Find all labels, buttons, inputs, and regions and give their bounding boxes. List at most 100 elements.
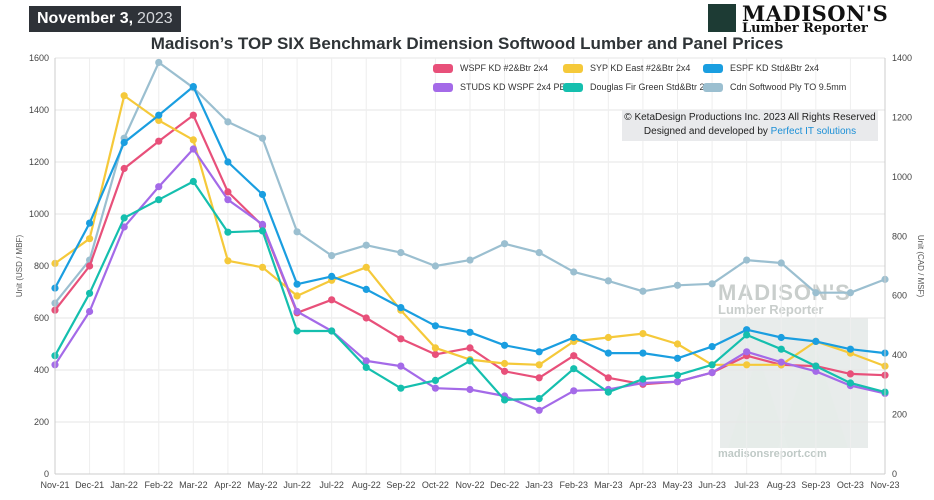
data-point-studs-kd-wspf-2x4-pet bbox=[224, 196, 232, 204]
data-point-douglas-fir-green-std-btr-2x4 bbox=[535, 395, 543, 403]
date-year: 2023 bbox=[137, 10, 173, 27]
data-point-espf-kd-std-btr-2x4 bbox=[466, 328, 474, 336]
data-point-syp-kd-east-2-btr-2x4 bbox=[155, 116, 163, 124]
data-point-cdn-softwood-ply-to-9-5mm bbox=[397, 249, 405, 257]
y-tick-right: 200 bbox=[892, 410, 907, 420]
data-point-cdn-softwood-ply-to-9-5mm bbox=[604, 277, 612, 285]
x-tick-label: Dec-21 bbox=[75, 480, 104, 490]
data-point-cdn-softwood-ply-to-9-5mm bbox=[535, 249, 543, 257]
credit-box: © KetaDesign Productions Inc. 2023 All R… bbox=[622, 110, 878, 141]
data-point-cdn-softwood-ply-to-9-5mm bbox=[812, 289, 820, 297]
legend-swatch bbox=[703, 63, 723, 73]
data-point-studs-kd-wspf-2x4-pet bbox=[431, 384, 440, 392]
y-tick-left: 1000 bbox=[29, 209, 49, 219]
data-point-douglas-fir-green-std-btr-2x4 bbox=[85, 289, 94, 297]
data-point-syp-kd-east-2-btr-2x4 bbox=[258, 263, 267, 271]
data-point-cdn-softwood-ply-to-9-5mm bbox=[258, 134, 267, 142]
y-tick-left: 0 bbox=[44, 469, 49, 479]
data-point-cdn-softwood-ply-to-9-5mm bbox=[639, 287, 647, 295]
legend-item[interactable]: Douglas Fir Green Std&Btr 2x4 bbox=[563, 82, 714, 92]
data-point-syp-kd-east-2-btr-2x4 bbox=[120, 92, 128, 100]
x-tick-label: Apr-22 bbox=[214, 480, 241, 490]
x-tick-label: May-23 bbox=[662, 480, 692, 490]
credit-line-1: © KetaDesign Productions Inc. 2023 All R… bbox=[624, 112, 876, 123]
data-point-espf-kd-std-btr-2x4 bbox=[846, 345, 855, 353]
data-point-studs-kd-wspf-2x4-pet bbox=[708, 369, 716, 377]
data-point-studs-kd-wspf-2x4-pet bbox=[189, 145, 197, 153]
data-point-wspf-kd-2-btr-2x4 bbox=[224, 188, 232, 196]
data-point-espf-kd-std-btr-2x4 bbox=[812, 337, 820, 345]
legend-item[interactable]: ESPF KD Std&Btr 2x4 bbox=[703, 63, 819, 73]
legend-label: SYP KD East #2&Btr 2x4 bbox=[590, 63, 691, 73]
data-point-cdn-softwood-ply-to-9-5mm bbox=[673, 281, 682, 289]
credit-link[interactable]: Perfect IT solutions bbox=[770, 126, 857, 137]
data-point-douglas-fir-green-std-btr-2x4 bbox=[431, 376, 440, 384]
data-point-syp-kd-east-2-btr-2x4 bbox=[535, 361, 543, 369]
data-point-douglas-fir-green-std-btr-2x4 bbox=[639, 375, 647, 383]
data-point-espf-kd-std-btr-2x4 bbox=[673, 354, 682, 362]
y-tick-left: 1400 bbox=[29, 105, 49, 115]
data-point-douglas-fir-green-std-btr-2x4 bbox=[189, 177, 197, 186]
data-point-espf-kd-std-btr-2x4 bbox=[570, 333, 578, 342]
x-tick-label: Nov-22 bbox=[455, 480, 484, 490]
data-point-douglas-fir-green-std-btr-2x4 bbox=[777, 345, 785, 353]
data-point-espf-kd-std-btr-2x4 bbox=[708, 343, 716, 351]
data-point-espf-kd-std-btr-2x4 bbox=[85, 219, 94, 227]
legend-item[interactable]: Cdn Softwood Ply TO 9.5mm bbox=[703, 82, 846, 92]
legend-label: Douglas Fir Green Std&Btr 2x4 bbox=[590, 82, 715, 92]
data-point-wspf-kd-2-btr-2x4 bbox=[120, 164, 128, 173]
data-point-wspf-kd-2-btr-2x4 bbox=[431, 350, 440, 358]
data-point-douglas-fir-green-std-btr-2x4 bbox=[743, 331, 751, 339]
data-point-syp-kd-east-2-btr-2x4 bbox=[673, 340, 682, 348]
data-point-cdn-softwood-ply-to-9-5mm bbox=[224, 118, 232, 126]
data-point-cdn-softwood-ply-to-9-5mm bbox=[328, 252, 336, 260]
data-point-douglas-fir-green-std-btr-2x4 bbox=[570, 365, 578, 373]
data-point-douglas-fir-green-std-btr-2x4 bbox=[258, 227, 267, 235]
credit-prefix: Designed and developed by bbox=[643, 126, 771, 137]
data-point-douglas-fir-green-std-btr-2x4 bbox=[466, 357, 474, 365]
data-point-douglas-fir-green-std-btr-2x4 bbox=[362, 363, 370, 371]
x-tick-label: Oct-22 bbox=[422, 480, 449, 490]
legend-item[interactable]: WSPF KD #2&Btr 2x4 bbox=[433, 63, 548, 73]
data-point-douglas-fir-green-std-btr-2x4 bbox=[328, 327, 336, 335]
data-point-studs-kd-wspf-2x4-pet bbox=[743, 348, 751, 356]
data-point-studs-kd-wspf-2x4-pet bbox=[535, 406, 543, 414]
legend-item[interactable]: SYP KD East #2&Btr 2x4 bbox=[563, 63, 690, 73]
data-point-studs-kd-wspf-2x4-pet bbox=[155, 183, 163, 191]
x-tick-label: Sep-23 bbox=[801, 480, 830, 490]
data-point-cdn-softwood-ply-to-9-5mm bbox=[743, 256, 751, 264]
data-point-espf-kd-std-btr-2x4 bbox=[604, 349, 612, 357]
data-point-espf-kd-std-btr-2x4 bbox=[155, 111, 163, 119]
data-point-espf-kd-std-btr-2x4 bbox=[258, 190, 267, 199]
legend-swatch bbox=[563, 82, 583, 92]
legend-label: ESPF KD Std&Btr 2x4 bbox=[730, 63, 820, 73]
logo-subtitle: Lumber Reporter bbox=[742, 21, 868, 36]
data-point-wspf-kd-2-btr-2x4 bbox=[362, 314, 370, 322]
data-point-cdn-softwood-ply-to-9-5mm bbox=[362, 241, 370, 249]
data-point-wspf-kd-2-btr-2x4 bbox=[846, 370, 855, 378]
y-axis-title-right: Unit (CAD / MSF) bbox=[916, 235, 925, 298]
data-point-studs-kd-wspf-2x4-pet bbox=[397, 362, 405, 370]
watermark-sub: Lumber Reporter bbox=[718, 302, 824, 317]
data-point-studs-kd-wspf-2x4-pet bbox=[777, 358, 785, 366]
x-tick-label: Mar-23 bbox=[594, 480, 623, 490]
data-point-syp-kd-east-2-btr-2x4 bbox=[500, 359, 509, 368]
y-tick-right: 600 bbox=[892, 291, 907, 301]
y-tick-right: 400 bbox=[892, 350, 907, 360]
data-point-cdn-softwood-ply-to-9-5mm bbox=[846, 289, 855, 297]
legend-swatch bbox=[433, 82, 453, 92]
data-point-syp-kd-east-2-btr-2x4 bbox=[85, 235, 94, 243]
x-tick-label: Nov-21 bbox=[40, 480, 69, 490]
data-point-studs-kd-wspf-2x4-pet bbox=[466, 385, 474, 394]
data-point-espf-kd-std-btr-2x4 bbox=[639, 349, 647, 357]
y-tick-right: 1200 bbox=[892, 112, 912, 122]
data-point-studs-kd-wspf-2x4-pet bbox=[85, 307, 94, 316]
data-point-espf-kd-std-btr-2x4 bbox=[293, 280, 301, 288]
legend-item[interactable]: STUDS KD WSPF 2x4 PET bbox=[433, 82, 571, 92]
data-point-wspf-kd-2-btr-2x4 bbox=[535, 374, 543, 382]
data-point-syp-kd-east-2-btr-2x4 bbox=[431, 344, 440, 352]
y-tick-left: 400 bbox=[34, 365, 49, 375]
date-text: November 3, bbox=[37, 10, 134, 27]
x-tick-label: Dec-22 bbox=[490, 480, 519, 490]
